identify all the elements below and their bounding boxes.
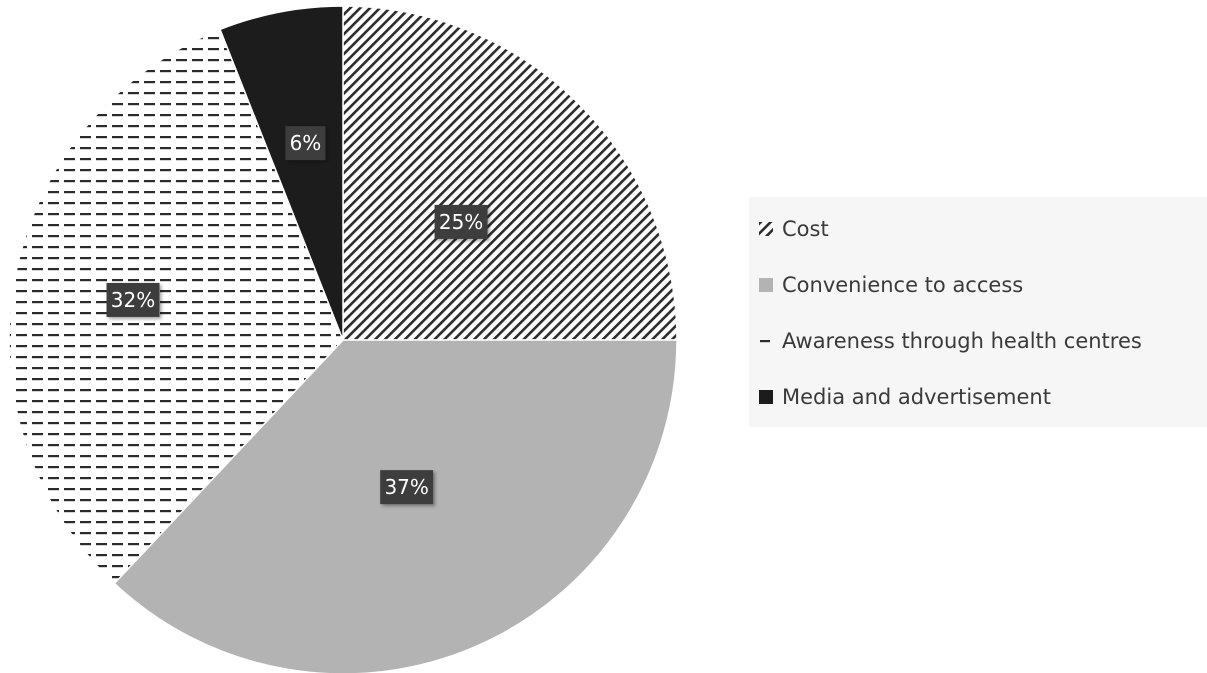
data-label-box-media: [285, 126, 326, 161]
legend-swatch-awareness: [760, 340, 770, 343]
pie-slice-cost: [342, 5, 678, 341]
data-label-convenience: 37%: [380, 470, 434, 505]
data-label-media: 6%: [285, 126, 326, 161]
pie-slice-media: [219, 5, 344, 341]
legend-swatch-media: [759, 390, 773, 404]
data-label-awareness: 32%: [106, 282, 160, 317]
legend-item-convenience: Convenience to access: [759, 268, 1023, 302]
pie-data-labels: 25% 37% 32% 6%: [106, 126, 488, 505]
legend-label-awareness: Awareness through health centres: [782, 329, 1142, 353]
data-label-box-cost: [434, 204, 488, 239]
data-label-text-cost: 25%: [439, 210, 483, 234]
data-label-box-awareness: [106, 282, 160, 317]
legend-item-awareness: Awareness through health centres: [759, 324, 1142, 358]
pie-slice-convenience: [113, 339, 678, 673]
legend: Cost Convenience to access Awareness thr…: [749, 197, 1207, 427]
legend-label-media: Media and advertisement: [782, 385, 1051, 409]
legend-label-convenience: Convenience to access: [782, 273, 1024, 297]
legend-item-cost: Cost: [759, 212, 829, 246]
legend-swatch-convenience: [759, 278, 773, 292]
data-label-box-convenience: [380, 470, 434, 505]
data-label-cost: 25%: [434, 204, 488, 239]
legend-label-cost: Cost: [782, 217, 829, 241]
legend-swatch-cost: [759, 222, 773, 236]
data-label-text-convenience: 37%: [384, 475, 428, 499]
pie-slice-awareness: [8, 28, 344, 585]
legend-item-media: Media and advertisement: [759, 380, 1051, 414]
pie-slices: [8, 5, 678, 673]
data-label-text-media: 6%: [290, 131, 322, 155]
data-label-text-awareness: 32%: [111, 288, 155, 312]
